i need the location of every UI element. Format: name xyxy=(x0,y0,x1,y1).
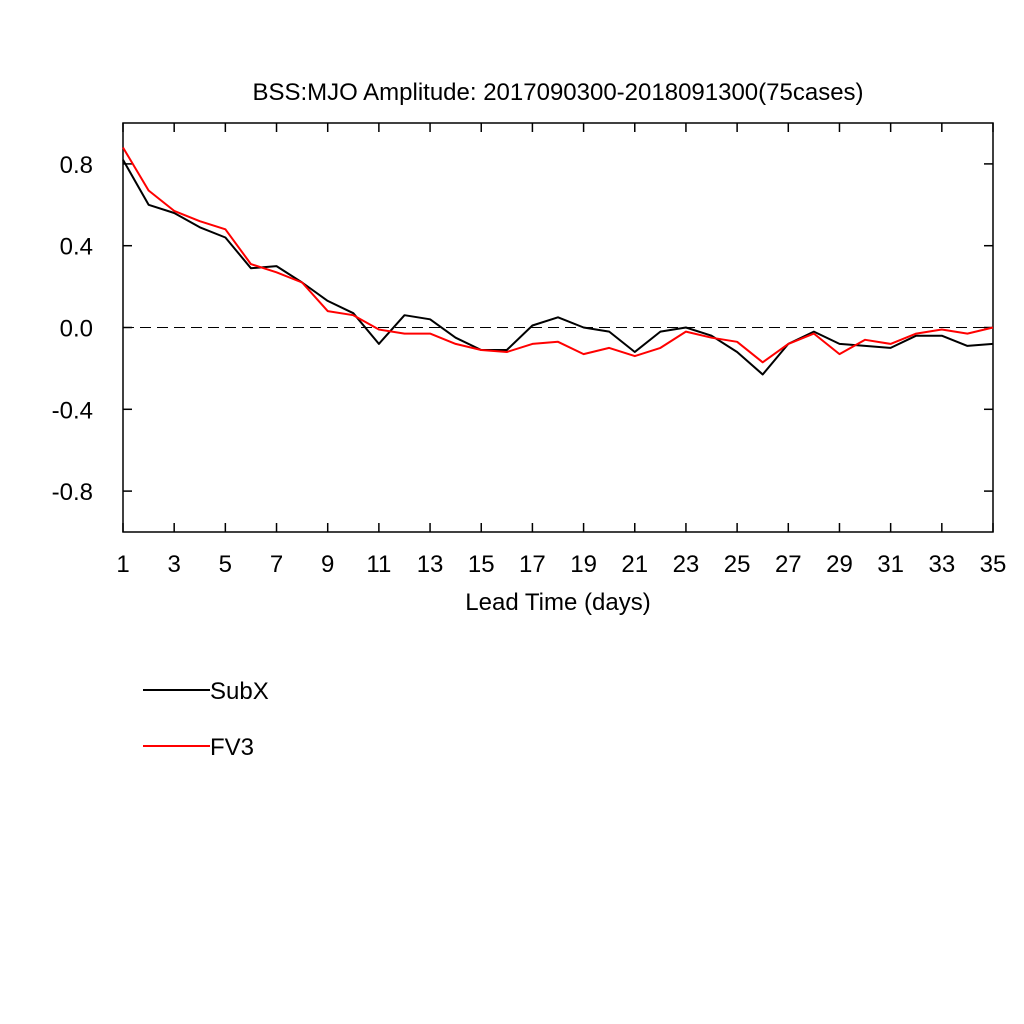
x-tick-label: 29 xyxy=(826,551,853,578)
x-tick-label: 33 xyxy=(928,551,955,578)
y-axis-ticks: 0.8 0.4 0.0 -0.4 -0.8 xyxy=(52,152,993,506)
series-line-subx xyxy=(122,159,994,376)
x-tick-label: 35 xyxy=(980,551,1007,578)
y-tick-label: -0.8 xyxy=(52,479,93,506)
x-tick-label: 17 xyxy=(519,551,546,578)
x-tick-label: 19 xyxy=(570,551,597,578)
chart-title: BSS:MJO Amplitude: 2017090300-2018091300… xyxy=(252,79,863,106)
series-lines xyxy=(122,146,994,376)
legend-label-fv3: FV3 xyxy=(210,734,254,761)
y-tick-label: 0.8 xyxy=(60,152,93,179)
x-tick-label: 27 xyxy=(775,551,802,578)
x-tick-label: 15 xyxy=(468,551,495,578)
y-tick-label: -0.4 xyxy=(52,397,93,424)
x-tick-label: 31 xyxy=(877,551,904,578)
x-tick-label: 5 xyxy=(219,551,232,578)
y-tick-label: 0.4 xyxy=(60,234,93,261)
x-tick-label: 7 xyxy=(270,551,283,578)
legend-label-subx: SubX xyxy=(210,678,269,705)
x-tick-label: 1 xyxy=(116,551,129,578)
x-tick-label: 9 xyxy=(321,551,334,578)
series-line-fv3 xyxy=(122,146,994,364)
x-axis-title: Lead Time (days) xyxy=(465,589,650,616)
y-tick-label: 0.0 xyxy=(60,316,93,343)
x-tick-label: 13 xyxy=(417,551,444,578)
legend: SubX FV3 xyxy=(143,678,269,761)
x-tick-label: 21 xyxy=(621,551,648,578)
x-tick-label: 23 xyxy=(673,551,700,578)
x-tick-label: 3 xyxy=(167,551,180,578)
x-tick-label: 25 xyxy=(724,551,751,578)
x-axis-ticks: 1 3 5 7 9 11 13 15 17 19 21 23 25 27 29 31 33 35 xyxy=(116,123,1006,578)
x-tick-label: 11 xyxy=(366,551,391,578)
